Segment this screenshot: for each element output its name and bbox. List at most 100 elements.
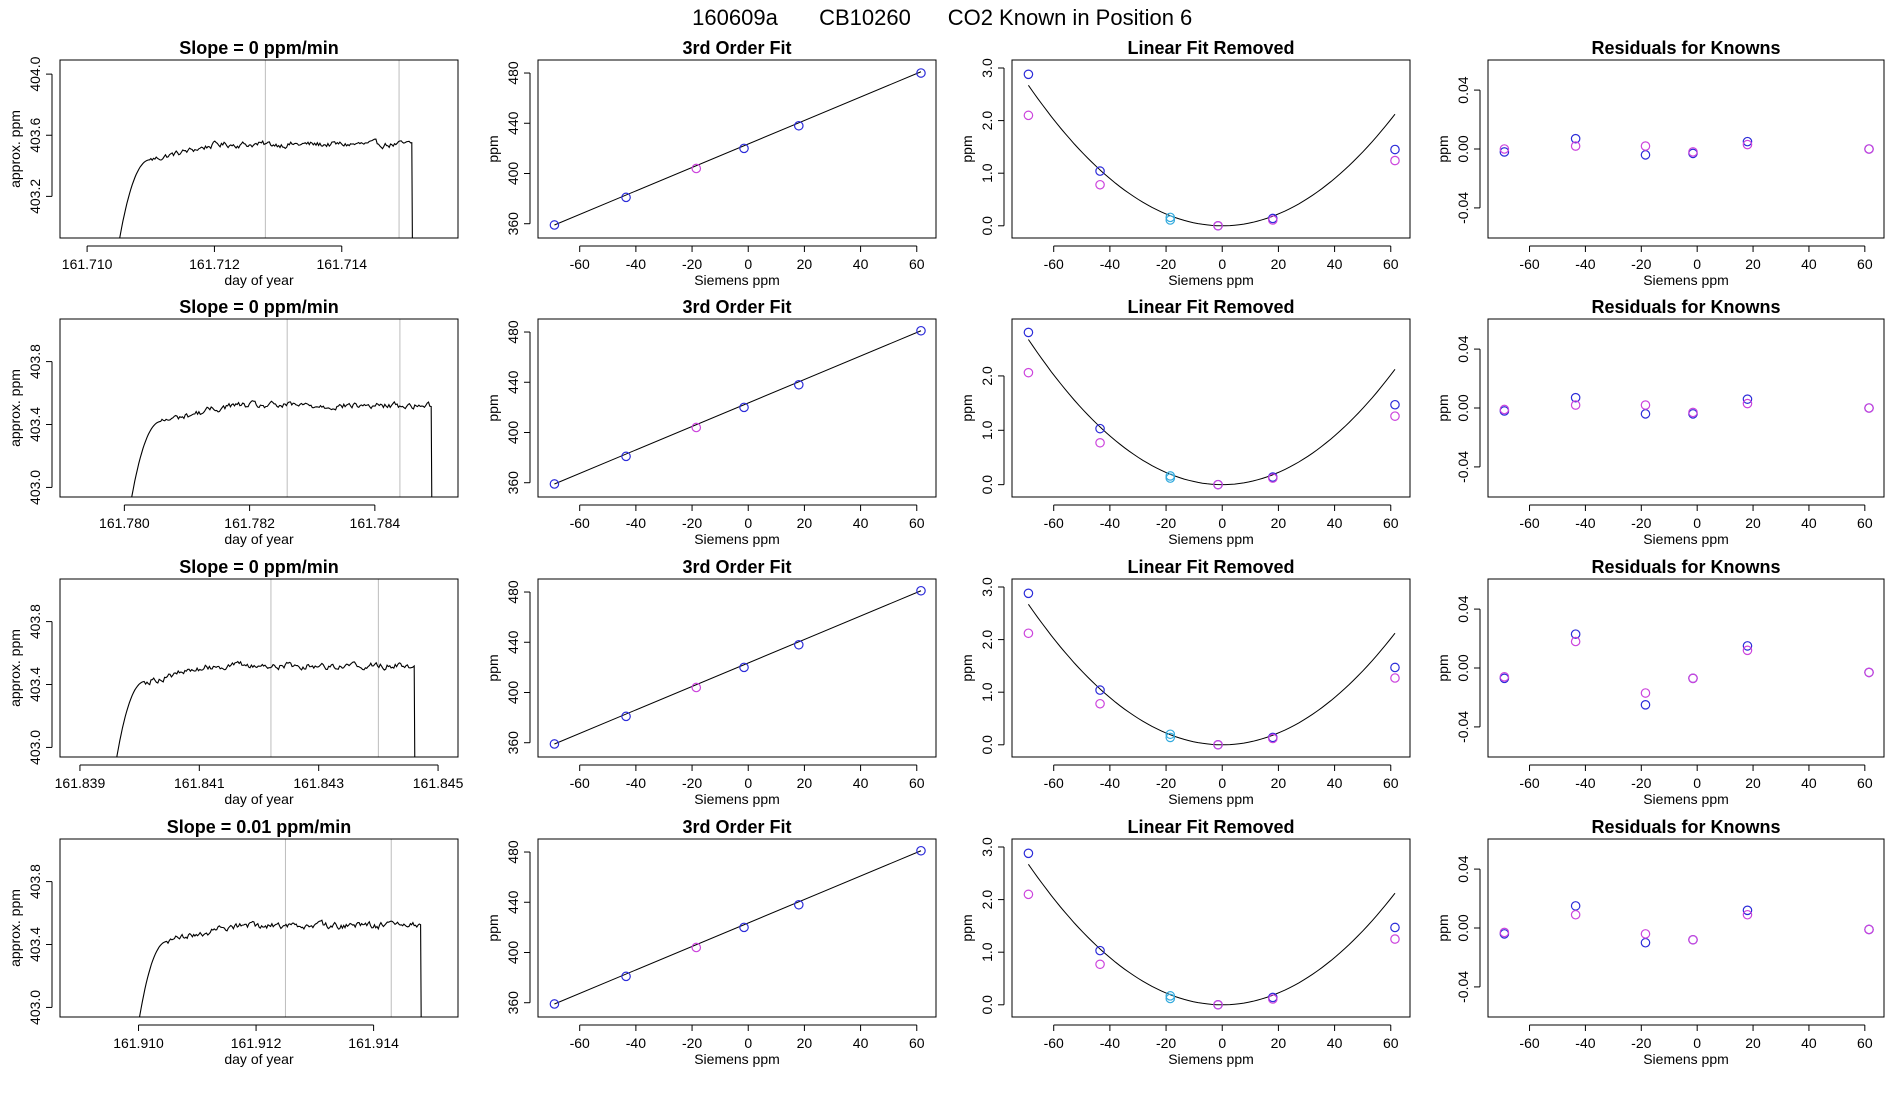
x-axis-label: Siemens ppm	[1643, 791, 1729, 807]
x-axis-label: day of year	[224, 272, 294, 288]
fit-line	[554, 71, 922, 226]
data-point	[1742, 905, 1753, 916]
x-tick-label: -60	[1519, 775, 1539, 791]
data-point	[1570, 629, 1581, 639]
panel-title: 3rd Order Fit	[682, 817, 791, 837]
panel-r2-c1: 3rd Order Fit -60 -40 -20 0 20 40 60 Siemens ppm…	[485, 557, 937, 807]
data-point	[739, 922, 749, 933]
y-tick-label: 403.0	[27, 470, 43, 505]
x-tick-label: 60	[1857, 775, 1873, 791]
data-point	[1688, 673, 1698, 684]
data-point	[549, 739, 560, 749]
x-tick-label: 161.910	[113, 1035, 164, 1051]
data-point	[1640, 929, 1651, 939]
panel-grid: Slope = 0 ppm/min 161.710 161.712 161.714 da…	[7, 38, 1885, 1067]
x-axis-label: Siemens ppm	[1643, 272, 1729, 288]
data-point	[1640, 700, 1651, 710]
x-tick-label: 20	[1271, 1035, 1287, 1051]
x-axis-label: Siemens ppm	[694, 1051, 780, 1067]
x-tick-label: 20	[797, 256, 813, 272]
y-tick-label: 403.8	[27, 864, 43, 899]
y-tick-label: 440	[505, 370, 521, 394]
x-tick-label: 20	[797, 1035, 813, 1051]
y-tick-label: 400	[505, 162, 521, 186]
ppm-trace	[138, 919, 422, 1017]
data-point	[621, 192, 631, 203]
plot-frame	[537, 318, 937, 498]
data-point	[1267, 733, 1278, 744]
data-layer	[1499, 133, 1874, 160]
y-tick-label: 3.0	[979, 58, 995, 78]
data-point	[1570, 133, 1581, 144]
x-tick-label: -40	[1575, 1035, 1595, 1051]
y-axis-label: ppm	[485, 914, 501, 941]
x-tick-label: -40	[626, 775, 646, 791]
x-tick-label: 60	[1383, 775, 1399, 791]
x-tick-label: -60	[1519, 515, 1539, 531]
data-point	[1165, 215, 1176, 225]
plot-frame	[1487, 59, 1885, 239]
x-tick-label: -20	[1156, 256, 1176, 272]
data-point	[1095, 959, 1105, 970]
panel-title: Slope = 0 ppm/min	[179, 38, 339, 58]
data-point	[1499, 144, 1510, 154]
data-point	[1023, 848, 1034, 859]
data-point	[691, 163, 702, 174]
panel-r0-c2: Linear Fit Removed -60 -40 -20 0 20 40 60 Siemen…	[959, 38, 1411, 288]
x-axis-label: Siemens ppm	[1643, 531, 1729, 547]
fit-line	[554, 590, 922, 745]
plot-frame	[1011, 838, 1411, 1018]
data-point	[1499, 404, 1510, 415]
data-point	[1213, 739, 1223, 750]
x-tick-label: 40	[1801, 1035, 1817, 1051]
y-axis-label: ppm	[1435, 654, 1451, 681]
y-tick-label: 404.0	[27, 56, 43, 91]
x-tick-label: -40	[626, 515, 646, 531]
data-point	[1390, 662, 1400, 673]
y-tick-label: 2.0	[979, 630, 995, 650]
data-point	[1390, 934, 1400, 944]
x-tick-label: 60	[1857, 1035, 1873, 1051]
panel-title: Residuals for Knowns	[1591, 297, 1780, 317]
data-point	[1390, 155, 1400, 166]
plot-frame	[1011, 59, 1411, 239]
x-tick-label: 161.843	[293, 775, 344, 791]
x-axis-label: Siemens ppm	[1643, 1051, 1729, 1067]
x-tick-label: -40	[1575, 775, 1595, 791]
x-tick-label: -20	[1156, 775, 1176, 791]
panel-r3-c2: Linear Fit Removed -60 -40 -20 0 20 40 60 Siemen…	[959, 817, 1411, 1067]
panel-r0-c3: Residuals for Knowns -60 -40 -20 0 20 40 60 Siem…	[1435, 38, 1885, 288]
plot-frame	[1487, 838, 1885, 1018]
x-tick-label: 60	[909, 1035, 925, 1051]
x-tick-label: 20	[1745, 775, 1761, 791]
x-tick-label: 0	[1693, 775, 1701, 791]
data-layer	[549, 845, 926, 1009]
x-tick-label: 0	[744, 1035, 752, 1051]
panel-title: Linear Fit Removed	[1127, 38, 1294, 58]
fit-curve	[1027, 85, 1396, 227]
x-tick-label: -20	[1631, 1035, 1651, 1051]
x-tick-label: 20	[1271, 775, 1287, 791]
x-tick-label: 161.912	[231, 1035, 282, 1051]
y-axis-label: ppm	[959, 654, 975, 681]
y-tick-label: 0.0	[979, 995, 995, 1015]
y-axis-label: ppm	[1435, 914, 1451, 941]
y-axis-label: ppm	[485, 654, 501, 681]
data-point	[1095, 166, 1105, 176]
data-point	[1570, 636, 1581, 647]
x-tick-label: 161.839	[55, 775, 106, 791]
data-layer	[1499, 629, 1874, 710]
panel-r1-c1: 3rd Order Fit -60 -40 -20 0 20 40 60 Siemens ppm…	[485, 297, 937, 547]
y-tick-label: 0.04	[1455, 76, 1471, 103]
y-axis-label: ppm	[1435, 394, 1451, 421]
y-tick-label: 0.04	[1455, 855, 1471, 882]
panel-r1-c3: Residuals for Knowns -60 -40 -20 0 20 40 60 Siem…	[1435, 297, 1885, 547]
x-axis-label: Siemens ppm	[1168, 1051, 1254, 1067]
y-tick-label: 0.04	[1455, 335, 1471, 362]
data-point	[1095, 945, 1105, 956]
data-point	[1688, 934, 1698, 945]
x-tick-label: -20	[682, 1035, 702, 1051]
plot-frame	[537, 838, 937, 1018]
y-tick-label: 1.0	[979, 682, 995, 702]
x-tick-label: 161.784	[350, 515, 401, 531]
